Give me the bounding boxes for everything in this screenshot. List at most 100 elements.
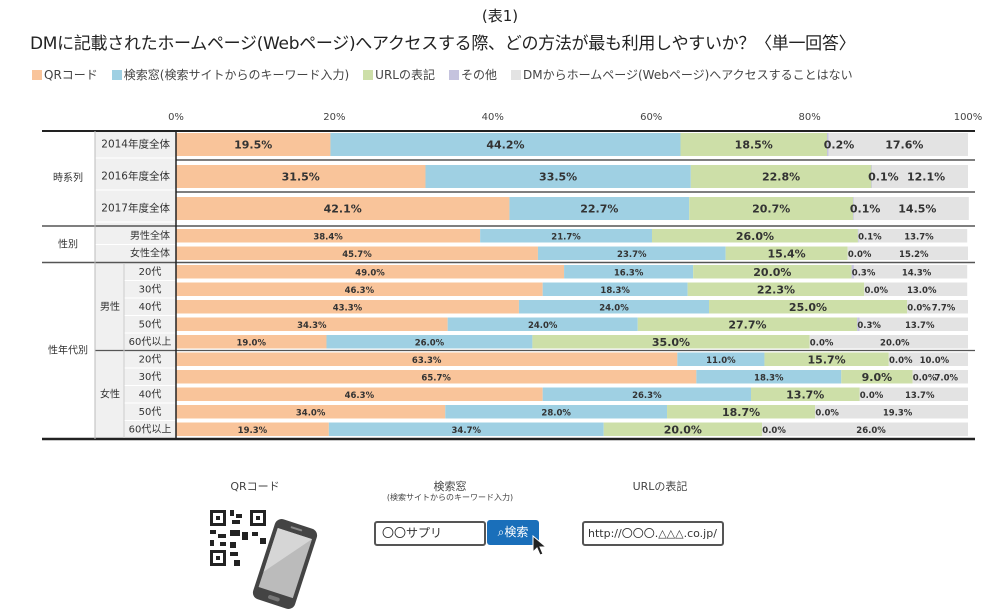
bar-segment [326, 335, 533, 349]
bar-segment [328, 422, 604, 436]
bar-segment [690, 165, 872, 188]
x-tick-label: 60% [640, 112, 662, 123]
data-label: 13.7% [904, 232, 934, 242]
bar-segment [853, 197, 969, 220]
legend-label: 検索窓(検索サイトからのキーワード入力) [123, 68, 350, 82]
data-label: 23.7% [617, 250, 647, 260]
data-label: 63.3% [412, 356, 442, 366]
bar-segment [651, 229, 858, 243]
bar-segment [864, 282, 968, 296]
legend-item-other: その他 [448, 66, 497, 83]
legend-swatch-other [448, 69, 459, 80]
data-label: 28.0% [541, 408, 571, 418]
table-number: (表1) [481, 7, 519, 25]
bar-segment [725, 246, 848, 260]
search-sublabel: (検索サイトからのキーワード入力) [386, 493, 514, 502]
qr-code-icon [210, 510, 266, 566]
bar-segment [176, 165, 426, 188]
bar-segment [853, 265, 968, 279]
group-label: 性別 [58, 238, 78, 251]
bar-segment [667, 405, 816, 419]
bar-segment [827, 133, 829, 156]
data-label: 9.0% [862, 371, 893, 384]
bar-segment [176, 387, 543, 401]
data-label: 19.3% [883, 408, 913, 418]
row-label: 50代 [139, 406, 162, 418]
bar-segment [518, 300, 710, 314]
data-label: 0.1% [858, 232, 882, 242]
bar-segment [176, 229, 481, 243]
bar-segment [176, 335, 327, 349]
data-label: 35.0% [652, 336, 690, 349]
data-label: 21.7% [551, 232, 581, 242]
data-label: 10.0% [920, 356, 950, 366]
legend-item-none: DMからホームページ(Webページ)へアクセスすることはない [511, 66, 853, 83]
bar-segment [176, 422, 329, 436]
data-label: 15.4% [768, 247, 806, 260]
data-label: 65.7% [421, 373, 451, 383]
data-label: 20.7% [752, 203, 790, 216]
bar-segment [176, 282, 543, 296]
legend-swatch-qr [32, 69, 42, 80]
data-label: 17.6% [885, 139, 923, 152]
bar-segment [176, 370, 697, 384]
data-label: 0.1% [850, 203, 881, 216]
legend: QRコード 検索窓(検索サイトからのキーワード入力) URLの表記 その他 DM… [32, 66, 853, 83]
x-tick-label: 40% [482, 112, 504, 123]
data-label: 0.0% [913, 373, 937, 383]
bar-segment [750, 387, 860, 401]
data-label: 34.0% [296, 408, 326, 418]
row-label: 20代 [139, 353, 162, 365]
bar-segment [912, 370, 968, 384]
bar-segment [176, 133, 331, 156]
bar-segment [693, 265, 852, 279]
data-label: 13.7% [905, 321, 935, 331]
stacked-bar-chart: 0% 20% 40% 60% 80% 100% 19.5% 44.2% 18.5% 0.2% 17.… [42, 112, 982, 441]
row-label: 60代以上 [129, 336, 172, 348]
data-label: 7.0% [934, 373, 958, 383]
bar-segment [762, 422, 968, 436]
data-label: 46.3% [345, 391, 375, 401]
bar-segment [853, 197, 854, 220]
bar-segment [509, 197, 690, 220]
data-label: 0.0% [848, 250, 872, 260]
data-label: 24.0% [599, 303, 629, 313]
row-label: 女性全体 [130, 246, 170, 259]
row-label: 60代以上 [129, 423, 172, 435]
data-label: 25.0% [789, 301, 827, 314]
row-label: 2014年度全体 [101, 138, 170, 151]
data-label: 15.2% [899, 250, 929, 260]
legend-item-qr: QRコード [32, 66, 98, 83]
mouse-cursor-icon [532, 535, 548, 556]
data-label: 12.1% [907, 171, 945, 184]
data-label: 45.7% [342, 250, 372, 260]
data-label: 43.3% [333, 303, 363, 313]
data-label: 26.0% [736, 230, 774, 243]
search-button-illustration: ⌕検索 [487, 520, 539, 545]
bar-segment [542, 387, 751, 401]
legend-label: その他 [460, 68, 497, 82]
bar-segment [828, 133, 968, 156]
row-label: 40代 [139, 388, 162, 400]
data-label: 0.0% [815, 408, 839, 418]
bar-segment [841, 370, 913, 384]
bar-segment [176, 317, 448, 331]
data-label: 0.0% [762, 426, 786, 436]
data-label: 27.7% [728, 318, 766, 331]
row-label: 40代 [139, 301, 162, 313]
bar-segment [447, 317, 638, 331]
data-label: 0.0% [907, 303, 931, 313]
url-label: URLの表記 [632, 480, 688, 493]
data-label: 15.7% [808, 353, 846, 366]
data-label: 24.0% [528, 321, 558, 331]
search-input-illustration: 〇〇サプリ [374, 521, 486, 546]
bar-segment [176, 300, 519, 314]
url-bar-illustration: http://〇〇〇.△△△.co.jp/ [582, 521, 724, 546]
x-tick-label: 80% [798, 112, 820, 123]
bar-segment [564, 265, 694, 279]
data-label: 19.0% [236, 338, 266, 348]
legend-item-url: URLの表記 [363, 66, 435, 83]
search-label: 検索窓 [433, 480, 467, 493]
bar-segment [176, 197, 510, 220]
bar-segment [689, 197, 854, 220]
